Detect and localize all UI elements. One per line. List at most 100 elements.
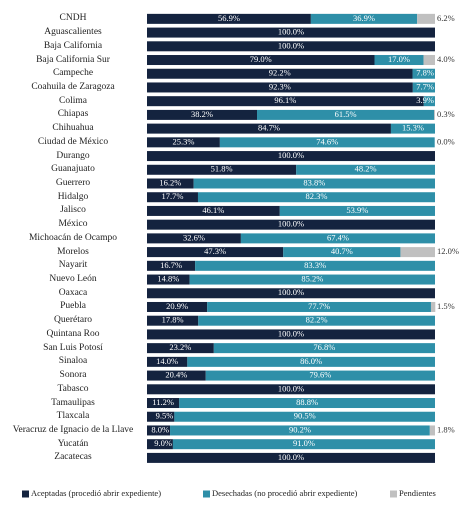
category-label: Baja California bbox=[43, 40, 103, 51]
value-label: 7.7% bbox=[416, 81, 434, 91]
value-label: 9.5% bbox=[156, 411, 174, 421]
value-label: 61.5% bbox=[335, 109, 357, 119]
category-label: Chihuahua bbox=[52, 123, 94, 134]
bar-segment bbox=[172, 439, 436, 450]
value-label: 56.9% bbox=[218, 13, 240, 23]
bar-segment bbox=[147, 411, 175, 422]
legend-label: Aceptadas (procedió abrir expediente) bbox=[31, 488, 161, 498]
bar-segment bbox=[147, 452, 435, 463]
value-label: 77.7% bbox=[308, 301, 330, 311]
bar-segment bbox=[147, 13, 311, 24]
value-label: 12.0% bbox=[437, 246, 459, 256]
category-label: Morelos bbox=[57, 246, 89, 257]
bar-segment bbox=[430, 301, 436, 312]
bar-segment bbox=[205, 370, 435, 381]
category-label: Tamaulipas bbox=[51, 397, 95, 408]
legend-swatch bbox=[390, 490, 397, 498]
value-label: 40.7% bbox=[331, 246, 353, 256]
value-label: 14.8% bbox=[157, 273, 179, 283]
category-label: Sinaloa bbox=[58, 356, 88, 367]
value-label: 85.2% bbox=[301, 273, 323, 283]
value-label: 92.2% bbox=[269, 68, 291, 78]
category-label: Coahuila de Zaragoza bbox=[31, 81, 115, 92]
value-label: 53.9% bbox=[346, 205, 368, 215]
category-label: Hidalgo bbox=[57, 191, 89, 202]
value-label: 100.0% bbox=[278, 219, 304, 229]
category-label: Baja California Sur bbox=[36, 54, 110, 65]
bar-segment bbox=[147, 288, 435, 299]
category-label: Quintana Roo bbox=[46, 328, 100, 339]
value-label: 48.2% bbox=[355, 164, 377, 174]
bar-segment bbox=[147, 41, 435, 52]
bar-segment bbox=[195, 260, 435, 271]
value-label: 100.0% bbox=[278, 40, 304, 50]
bar-segment bbox=[189, 274, 435, 285]
category-label: Nuevo León bbox=[49, 274, 97, 285]
bar-segment bbox=[187, 356, 435, 367]
bar-segment bbox=[147, 151, 435, 162]
legend-label: Pendientes bbox=[399, 488, 436, 498]
bar-segment bbox=[423, 96, 435, 107]
value-label: 84.7% bbox=[258, 123, 280, 133]
bar-segment bbox=[170, 425, 430, 436]
value-label: 32.6% bbox=[183, 232, 205, 242]
bar-segment bbox=[257, 109, 435, 120]
value-label: 100.0% bbox=[278, 328, 304, 338]
bar-segment bbox=[147, 96, 424, 107]
category-label: Yucatán bbox=[57, 438, 89, 449]
value-label: 79.0% bbox=[250, 54, 272, 64]
value-label: 88.8% bbox=[296, 397, 318, 407]
bar-segment bbox=[283, 247, 401, 258]
bar-segment bbox=[174, 411, 436, 422]
bar-segment bbox=[147, 123, 391, 134]
value-label: 17.0% bbox=[388, 54, 410, 64]
bar-segment bbox=[147, 247, 284, 258]
value-label: 14.0% bbox=[156, 356, 178, 366]
bar-segment bbox=[147, 55, 375, 66]
category-label: San Luis Potosí bbox=[43, 342, 103, 353]
value-label: 23.2% bbox=[169, 342, 191, 352]
bar-segment bbox=[417, 13, 435, 24]
value-label: 9.0% bbox=[154, 438, 172, 448]
value-label: 91.0% bbox=[293, 438, 315, 448]
bar-segment bbox=[198, 315, 435, 326]
value-label: 8.0% bbox=[151, 424, 169, 434]
value-label: 17.8% bbox=[162, 315, 184, 325]
value-label: 100.0% bbox=[278, 150, 304, 160]
bar-segment bbox=[147, 301, 208, 312]
bar-segment bbox=[147, 137, 220, 148]
bar-segment bbox=[390, 123, 435, 134]
value-label: 74.6% bbox=[316, 136, 338, 146]
category-label: Puebla bbox=[60, 301, 86, 312]
category-label: Aguascalientes bbox=[44, 27, 102, 38]
bar-segment bbox=[147, 329, 435, 340]
bar-segment bbox=[147, 82, 413, 93]
category-label: Guanajuato bbox=[51, 164, 95, 175]
bar-segment bbox=[434, 109, 435, 120]
value-label: 47.3% bbox=[204, 246, 226, 256]
value-label: 100.0% bbox=[278, 27, 304, 37]
category-label: Zacatecas bbox=[54, 452, 92, 463]
value-label: 51.8% bbox=[211, 164, 233, 174]
value-label: 20.9% bbox=[166, 301, 188, 311]
category-label: Michoacán de Ocampo bbox=[28, 232, 118, 243]
bar-segment bbox=[412, 82, 435, 93]
bar-segment bbox=[147, 219, 435, 230]
bar-segment bbox=[279, 205, 435, 216]
bar-segment bbox=[374, 55, 424, 66]
value-label: 4.0% bbox=[437, 54, 455, 64]
value-label: 46.1% bbox=[202, 205, 224, 215]
bar-segment bbox=[147, 398, 180, 409]
value-label: 96.1% bbox=[274, 95, 296, 105]
category-label: Campeche bbox=[52, 68, 94, 79]
bar-segment bbox=[147, 439, 173, 450]
value-label: 83.8% bbox=[303, 177, 325, 187]
value-label: 6.2% bbox=[437, 13, 455, 23]
bar-segment bbox=[147, 384, 435, 395]
value-label: 90.5% bbox=[294, 411, 316, 421]
bar-segment bbox=[147, 343, 214, 354]
value-label: 36.9% bbox=[353, 13, 375, 23]
bar-segment bbox=[429, 425, 435, 436]
value-label: 16.2% bbox=[159, 177, 181, 187]
